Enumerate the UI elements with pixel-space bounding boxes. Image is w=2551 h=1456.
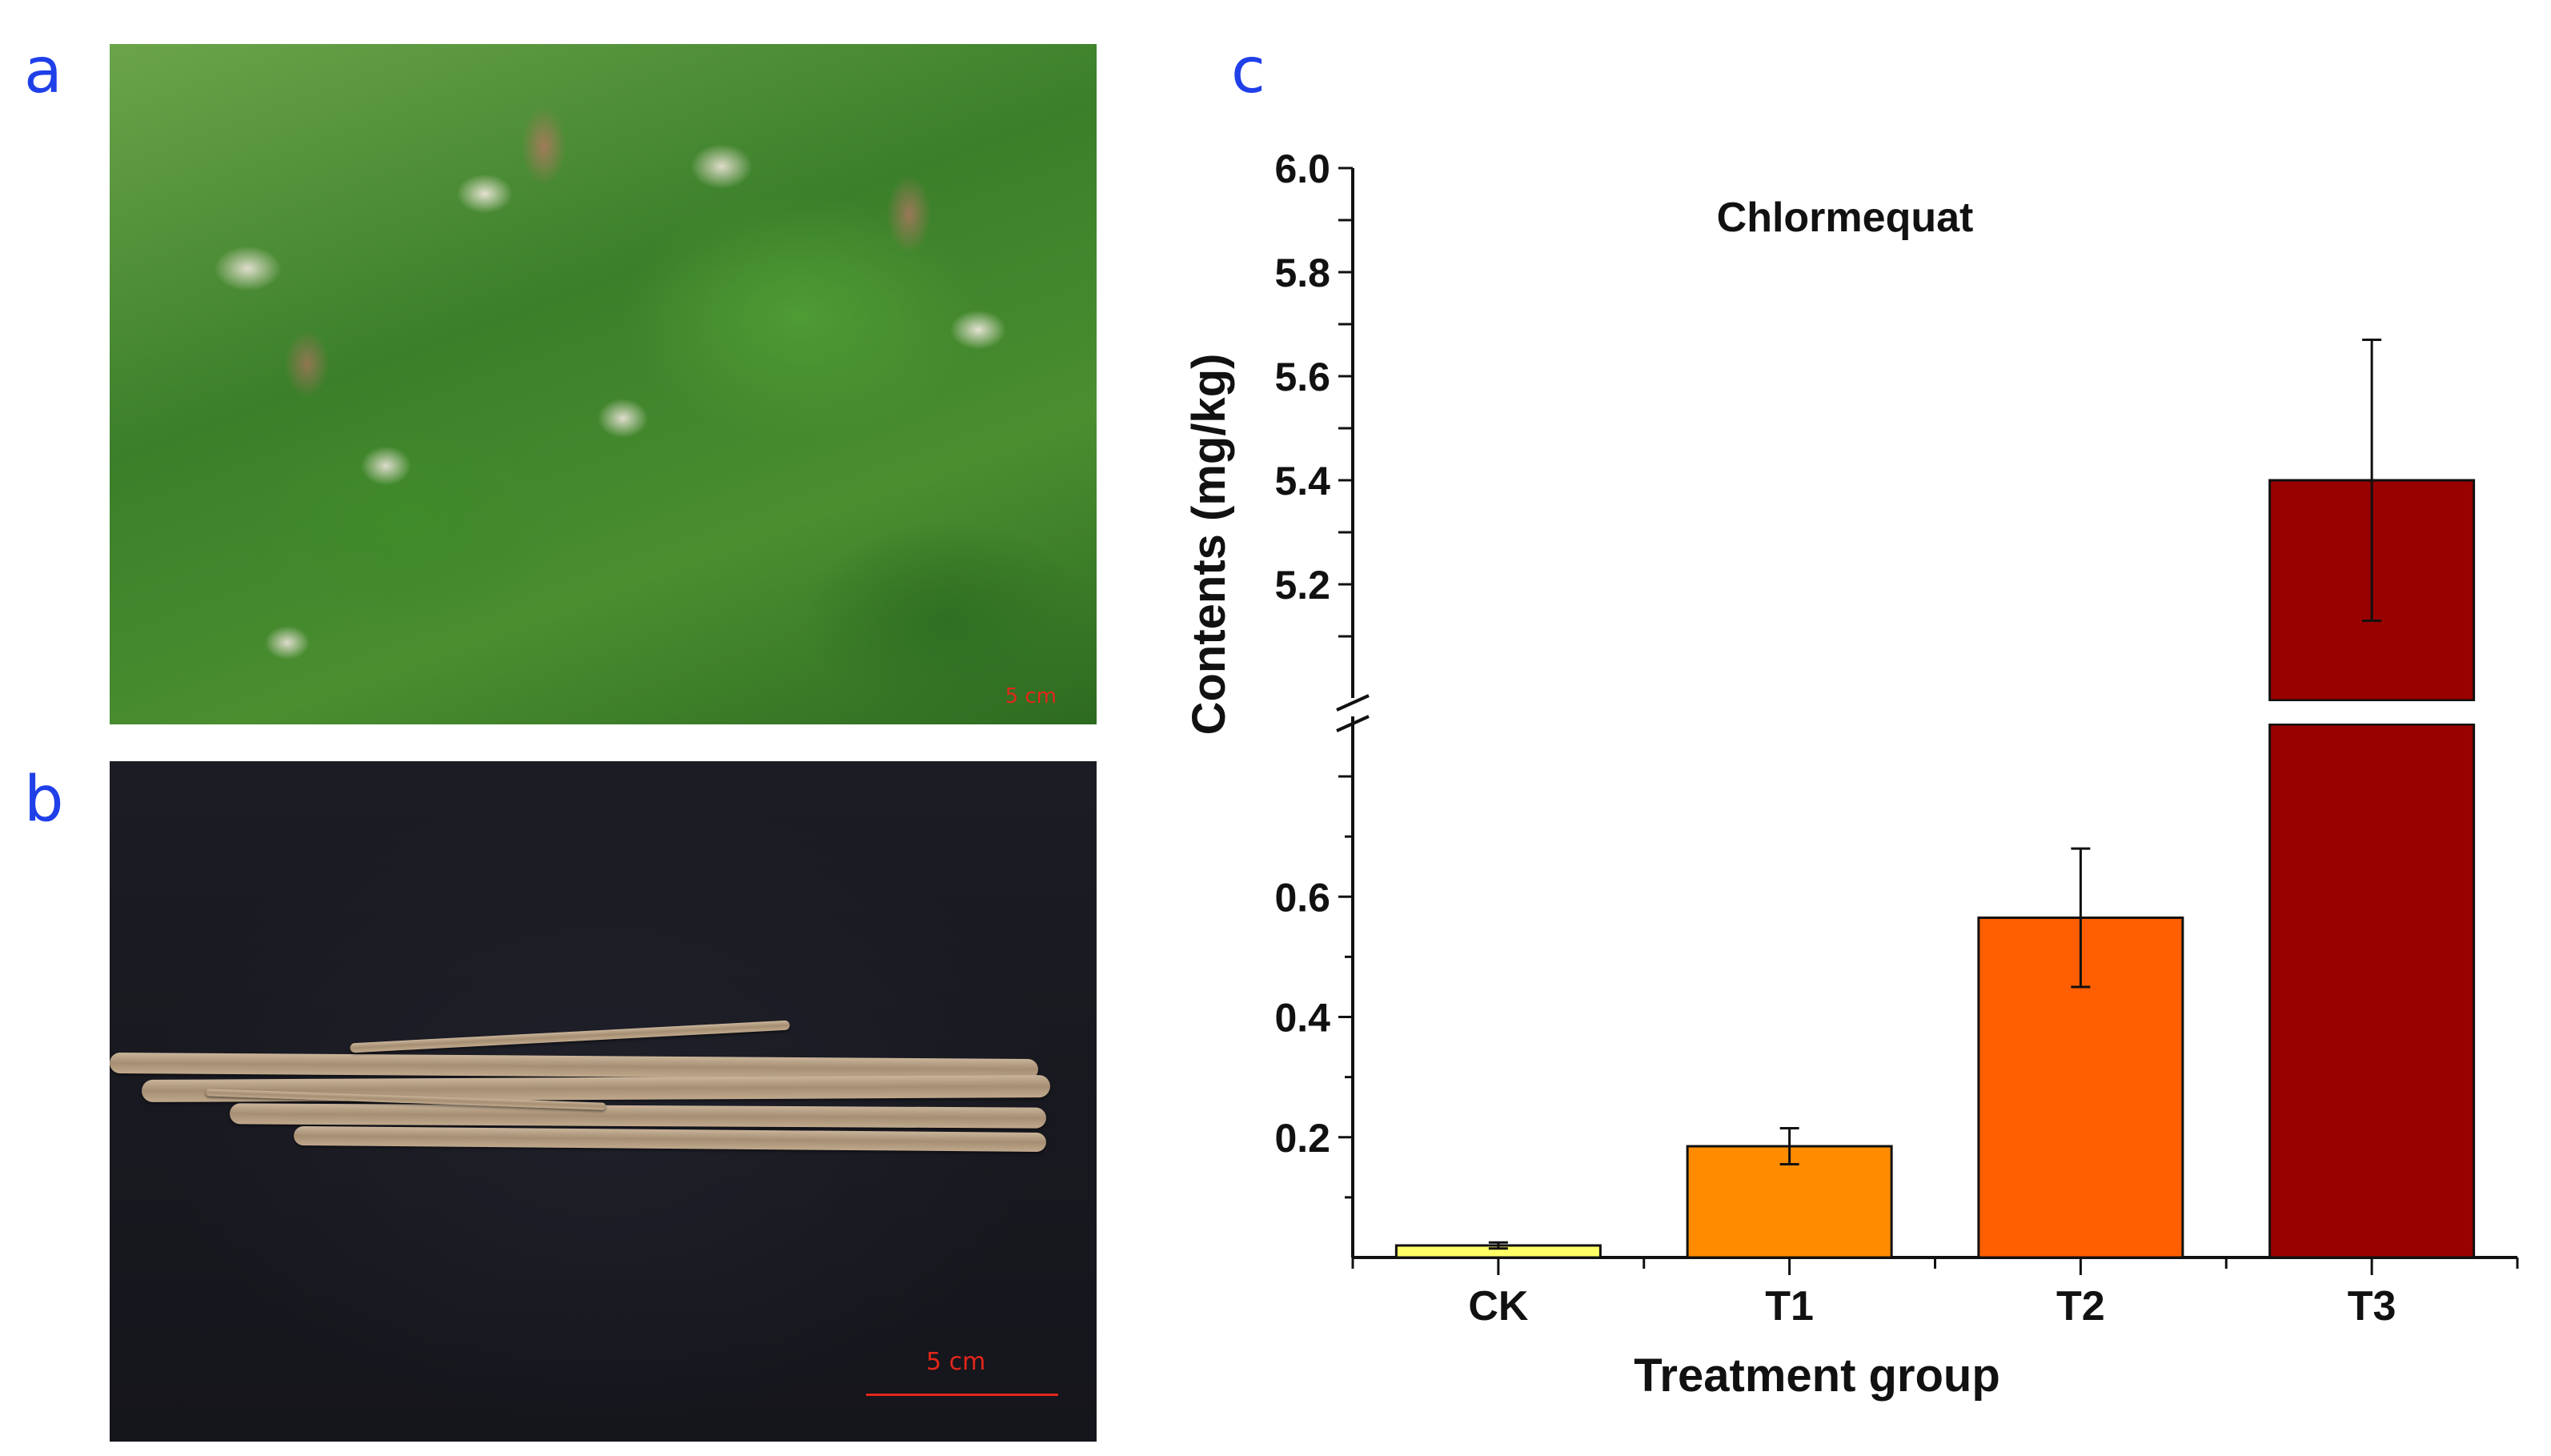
bar-T2 [1977,917,2184,1259]
x-tick-label: T1 [1765,1283,1814,1330]
chart-title: Chlormequat [1717,195,1974,241]
bar-T3-upper [2268,479,2476,702]
x-axis-label: Treatment group [1634,1350,2000,1402]
root-strand [293,1125,1047,1153]
y-tick-label: 5.8 [1274,251,1330,295]
y-axis: 0.2 0.4 0.6 5.2 5.4 5.6 5.8 6.0 [1274,146,1370,1257]
x-tick-label: T2 [2056,1283,2105,1330]
bar-break-gap [2268,701,2476,724]
root-photo: 5 cm [110,761,1097,1442]
axis-break-mark [1336,715,1370,732]
x-axis: CK T1 T2 T3 [1351,1256,2519,1330]
y-tick-label: 5.4 [1274,459,1330,503]
root-strand [229,1103,1047,1129]
bar-CK [1394,1244,1602,1259]
y-tick-label: 5.6 [1274,355,1330,399]
y-tick-label: 0.2 [1274,1116,1330,1161]
root-strand [350,1020,790,1053]
plant-photo: 5 cm [110,44,1097,724]
panel-label-b: b [24,764,64,836]
bars [1394,479,2476,1259]
x-tick-label: CK [1468,1283,1529,1330]
y-tick-label: 0.4 [1274,996,1330,1041]
panel-label-a: a [24,35,62,107]
y-axis-label: Contents (mg/kg) [1183,354,1235,736]
bar-T3-lower [2268,723,2476,1259]
y-tick-label: 5.2 [1274,563,1330,608]
bar-T1 [1686,1145,1893,1259]
x-tick-label: T3 [2348,1283,2397,1330]
y-tick-label: 6.0 [1274,146,1330,191]
scale-bar-label: 5 cm [926,1348,986,1376]
scale-bar [866,1394,1058,1396]
axis-break-mark [1336,694,1370,712]
y-tick-label: 0.6 [1274,875,1330,920]
panel-label-c: c [1231,35,1265,107]
scale-bar-label: 5 cm [1005,684,1057,708]
error-bars [1488,339,2382,1250]
